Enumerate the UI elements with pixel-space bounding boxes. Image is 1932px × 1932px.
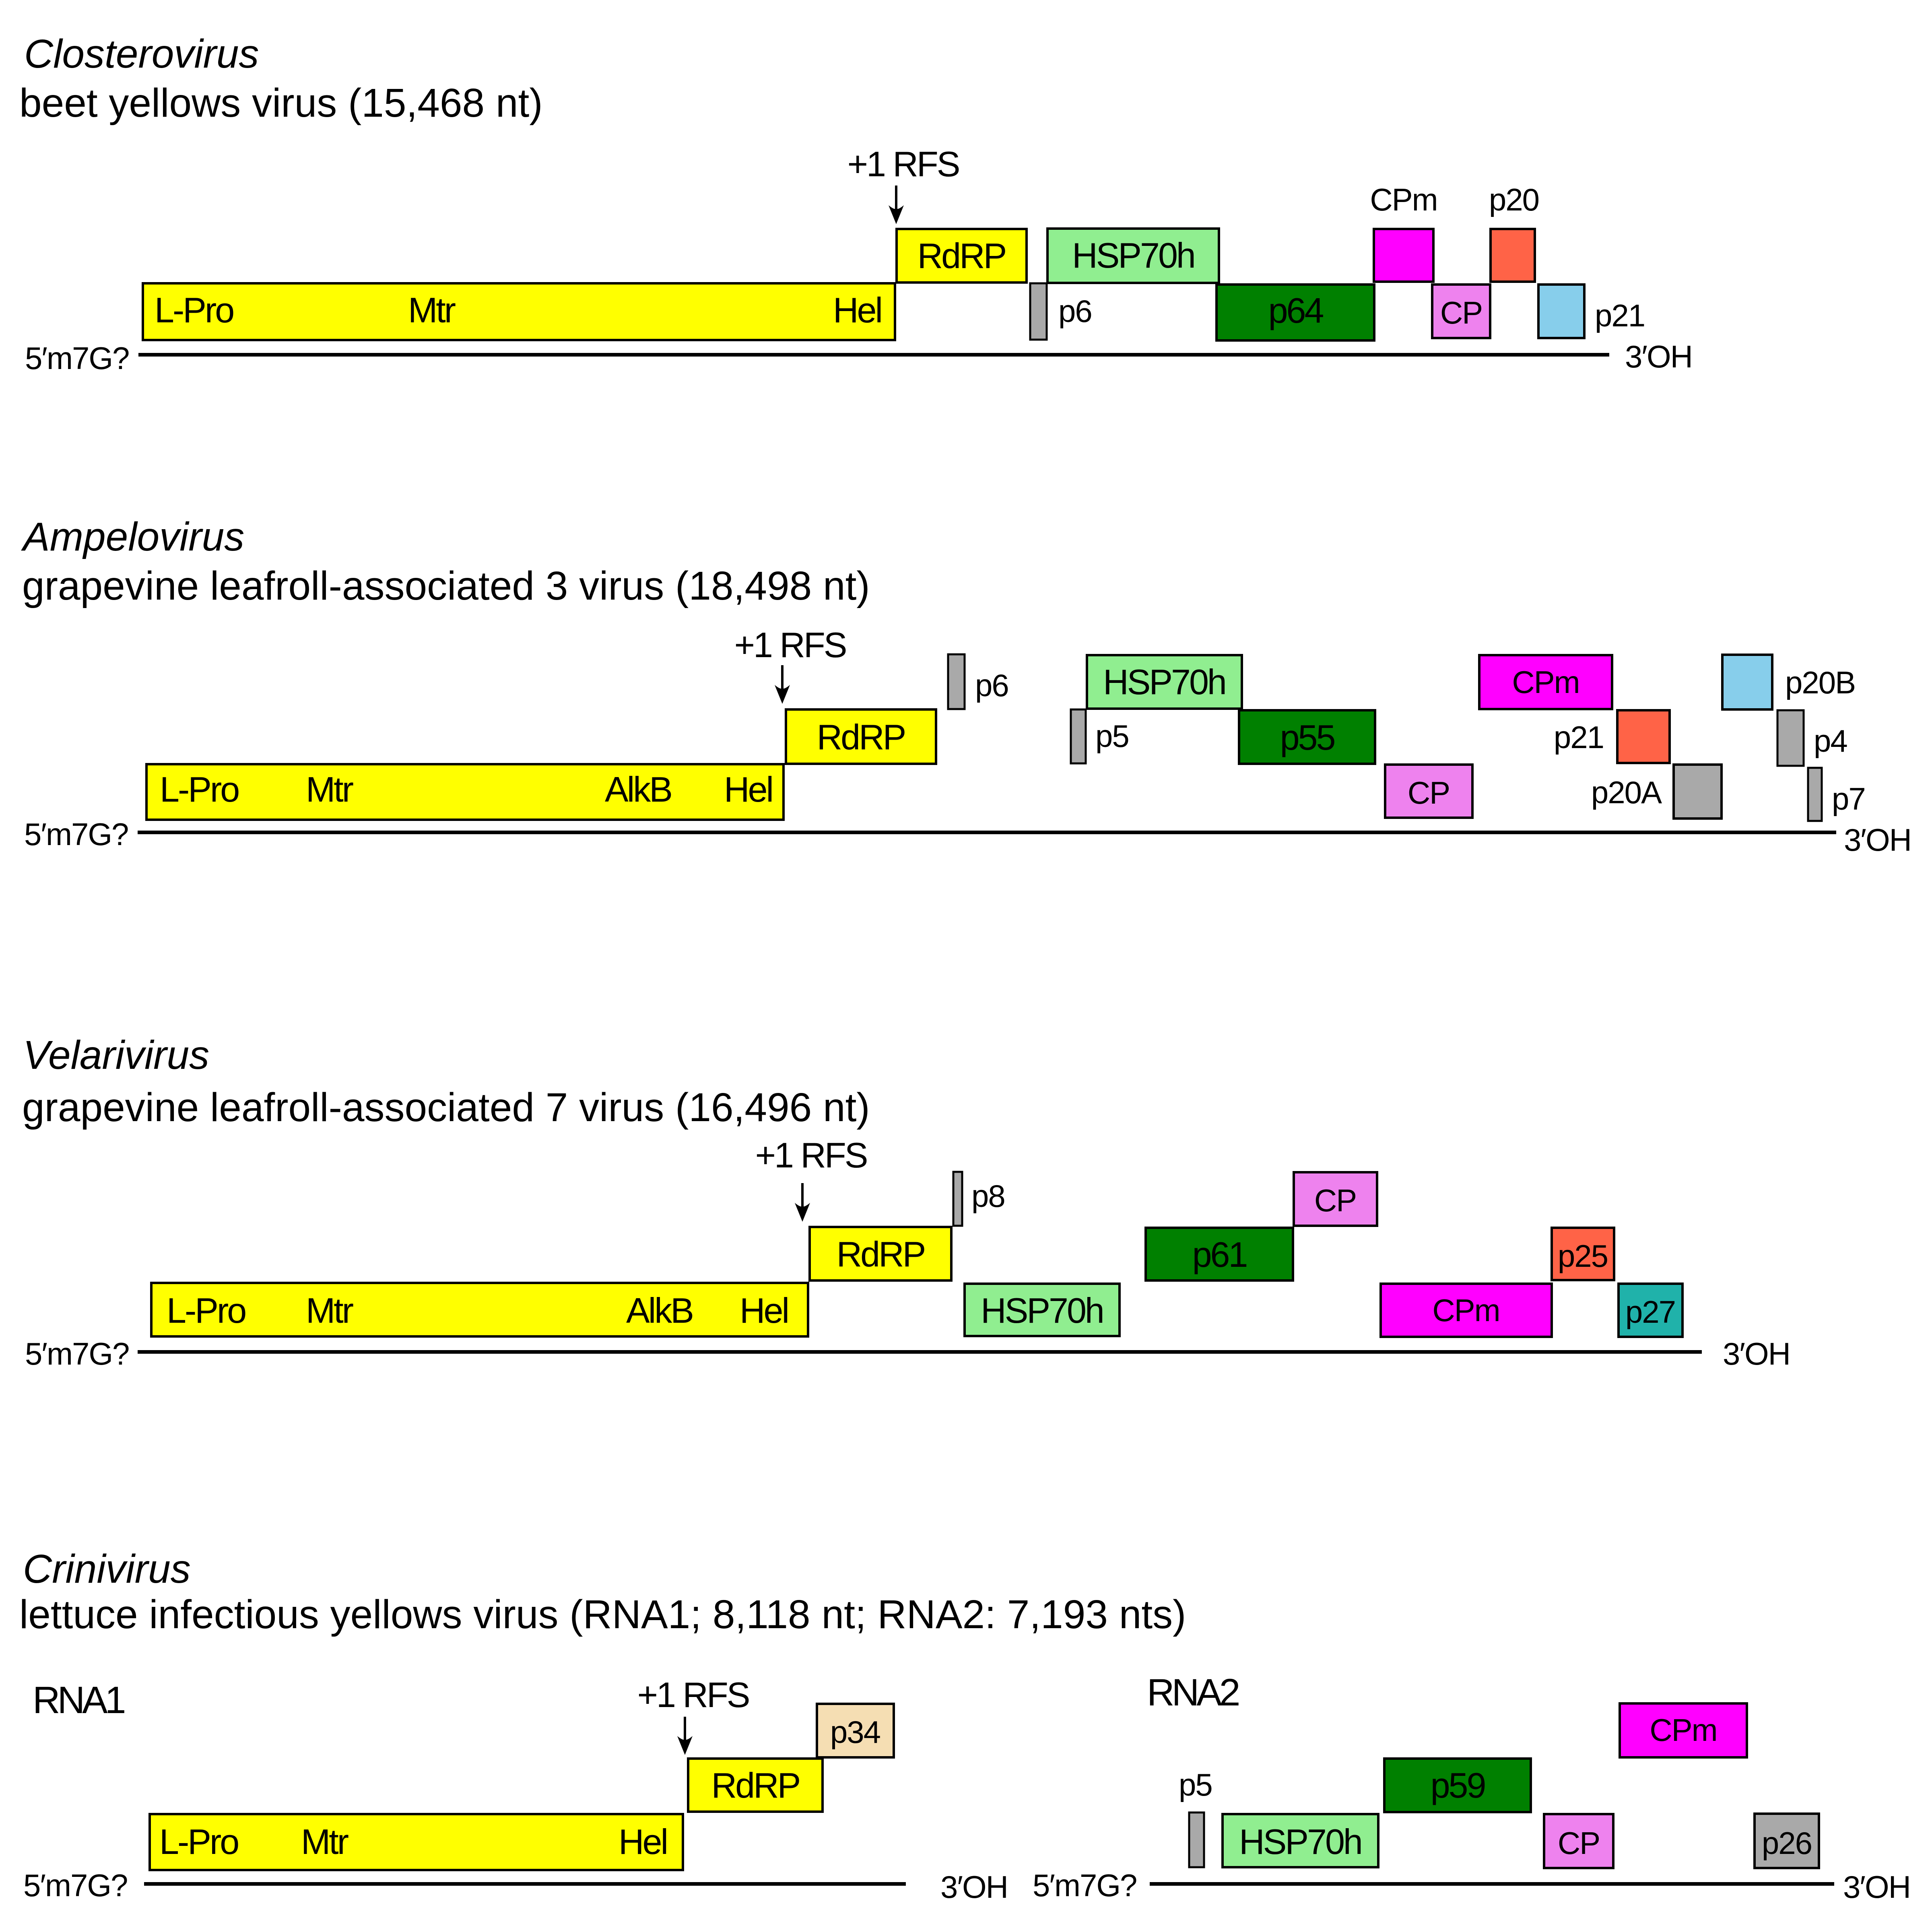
svg-text:AlkB: AlkB bbox=[605, 769, 671, 809]
svg-text:p59: p59 bbox=[1431, 1765, 1485, 1805]
svg-text:p21: p21 bbox=[1554, 720, 1604, 755]
svg-text:p5: p5 bbox=[1179, 1767, 1212, 1802]
svg-text:p8: p8 bbox=[971, 1178, 1005, 1214]
svg-text:3′OH: 3′OH bbox=[940, 1869, 1008, 1905]
svg-text:HSP70h: HSP70h bbox=[1239, 1822, 1361, 1862]
svg-text:p6: p6 bbox=[1058, 293, 1092, 329]
svg-text:Closterovirus: Closterovirus bbox=[24, 31, 259, 76]
svg-text:Hel: Hel bbox=[724, 769, 772, 809]
svg-text:CP: CP bbox=[1440, 295, 1482, 330]
svg-text:p61: p61 bbox=[1192, 1235, 1247, 1274]
svg-text:CPm: CPm bbox=[1512, 664, 1579, 700]
svg-text:p64: p64 bbox=[1268, 291, 1324, 330]
svg-text:p6: p6 bbox=[975, 668, 1008, 703]
svg-text:Mtr: Mtr bbox=[306, 769, 353, 809]
svg-text:RNA1: RNA1 bbox=[33, 1679, 125, 1722]
svg-text:p21: p21 bbox=[1595, 298, 1645, 333]
svg-text:Mtr: Mtr bbox=[408, 290, 456, 330]
svg-text:p5: p5 bbox=[1095, 718, 1129, 754]
svg-text:RdRP: RdRP bbox=[817, 717, 905, 757]
svg-text:Hel: Hel bbox=[619, 1822, 667, 1862]
svg-text:CPm: CPm bbox=[1370, 182, 1437, 217]
svg-text:p25: p25 bbox=[1558, 1238, 1608, 1274]
svg-text:5′m7G?: 5′m7G? bbox=[25, 340, 129, 376]
svg-text:L-Pro: L-Pro bbox=[160, 769, 239, 809]
svg-text:p34: p34 bbox=[830, 1714, 880, 1750]
svg-text:+1 RFS: +1 RFS bbox=[847, 144, 959, 184]
svg-text:Velarivirus: Velarivirus bbox=[23, 1033, 209, 1078]
svg-text:RNA2: RNA2 bbox=[1147, 1671, 1239, 1714]
svg-text:L-Pro: L-Pro bbox=[167, 1291, 245, 1330]
svg-text:3′OH: 3′OH bbox=[1844, 822, 1911, 858]
svg-text:Ampelovirus: Ampelovirus bbox=[21, 514, 244, 559]
svg-text:3′OH: 3′OH bbox=[1723, 1336, 1790, 1371]
svg-text:p20B: p20B bbox=[1785, 665, 1855, 700]
svg-text:RdRP: RdRP bbox=[918, 236, 1006, 276]
svg-text:+1 RFS: +1 RFS bbox=[637, 1675, 749, 1715]
svg-text:HSP70h: HSP70h bbox=[1103, 662, 1225, 702]
svg-text:p20: p20 bbox=[1489, 182, 1539, 217]
svg-text:grapevine leafroll-associated: grapevine leafroll-associated 7 virus (1… bbox=[22, 1085, 870, 1130]
svg-text:3′OH: 3′OH bbox=[1625, 339, 1692, 374]
svg-text:Hel: Hel bbox=[740, 1291, 788, 1330]
svg-text:p27: p27 bbox=[1625, 1294, 1675, 1330]
svg-text:HSP70h: HSP70h bbox=[981, 1291, 1103, 1330]
svg-text:CP: CP bbox=[1408, 775, 1450, 810]
svg-text:Hel: Hel bbox=[833, 290, 881, 330]
svg-text:5′m7G?: 5′m7G? bbox=[1033, 1868, 1136, 1903]
svg-text:lettuce infectious yellows vir: lettuce infectious yellows virus (RNA1; … bbox=[19, 1592, 1186, 1637]
svg-text:grapevine leafroll-associated: grapevine leafroll-associated 3 virus (1… bbox=[22, 563, 870, 608]
svg-text:Mtr: Mtr bbox=[301, 1822, 348, 1862]
svg-text:5′m7G?: 5′m7G? bbox=[25, 1336, 129, 1371]
svg-text:p26: p26 bbox=[1762, 1825, 1812, 1861]
svg-text:HSP70h: HSP70h bbox=[1072, 235, 1194, 275]
svg-text:+1 RFS: +1 RFS bbox=[734, 625, 846, 665]
svg-text:p20A: p20A bbox=[1591, 775, 1662, 810]
svg-text:CPm: CPm bbox=[1650, 1712, 1717, 1748]
svg-text:Mtr: Mtr bbox=[306, 1291, 353, 1330]
svg-text:3′OH: 3′OH bbox=[1843, 1869, 1910, 1905]
svg-text:5′m7G?: 5′m7G? bbox=[24, 817, 128, 852]
svg-text:CP: CP bbox=[1558, 1825, 1600, 1861]
svg-text:beet yellows virus (15,468 nt): beet yellows virus (15,468 nt) bbox=[19, 80, 543, 126]
svg-text:L-Pro: L-Pro bbox=[155, 290, 233, 330]
svg-text:CPm: CPm bbox=[1432, 1293, 1499, 1328]
svg-text:L-Pro: L-Pro bbox=[159, 1822, 238, 1862]
svg-text:p7: p7 bbox=[1832, 781, 1865, 817]
svg-text:RdRP: RdRP bbox=[837, 1234, 925, 1274]
svg-text:p55: p55 bbox=[1280, 718, 1335, 757]
svg-text:Crinivirus: Crinivirus bbox=[23, 1546, 191, 1592]
svg-text:AlkB: AlkB bbox=[626, 1291, 693, 1330]
svg-text:p4: p4 bbox=[1814, 723, 1847, 759]
svg-text:+1 RFS: +1 RFS bbox=[755, 1135, 867, 1175]
svg-text:5′m7G?: 5′m7G? bbox=[23, 1868, 127, 1903]
svg-text:CP: CP bbox=[1314, 1183, 1356, 1218]
svg-text:RdRP: RdRP bbox=[711, 1765, 800, 1805]
